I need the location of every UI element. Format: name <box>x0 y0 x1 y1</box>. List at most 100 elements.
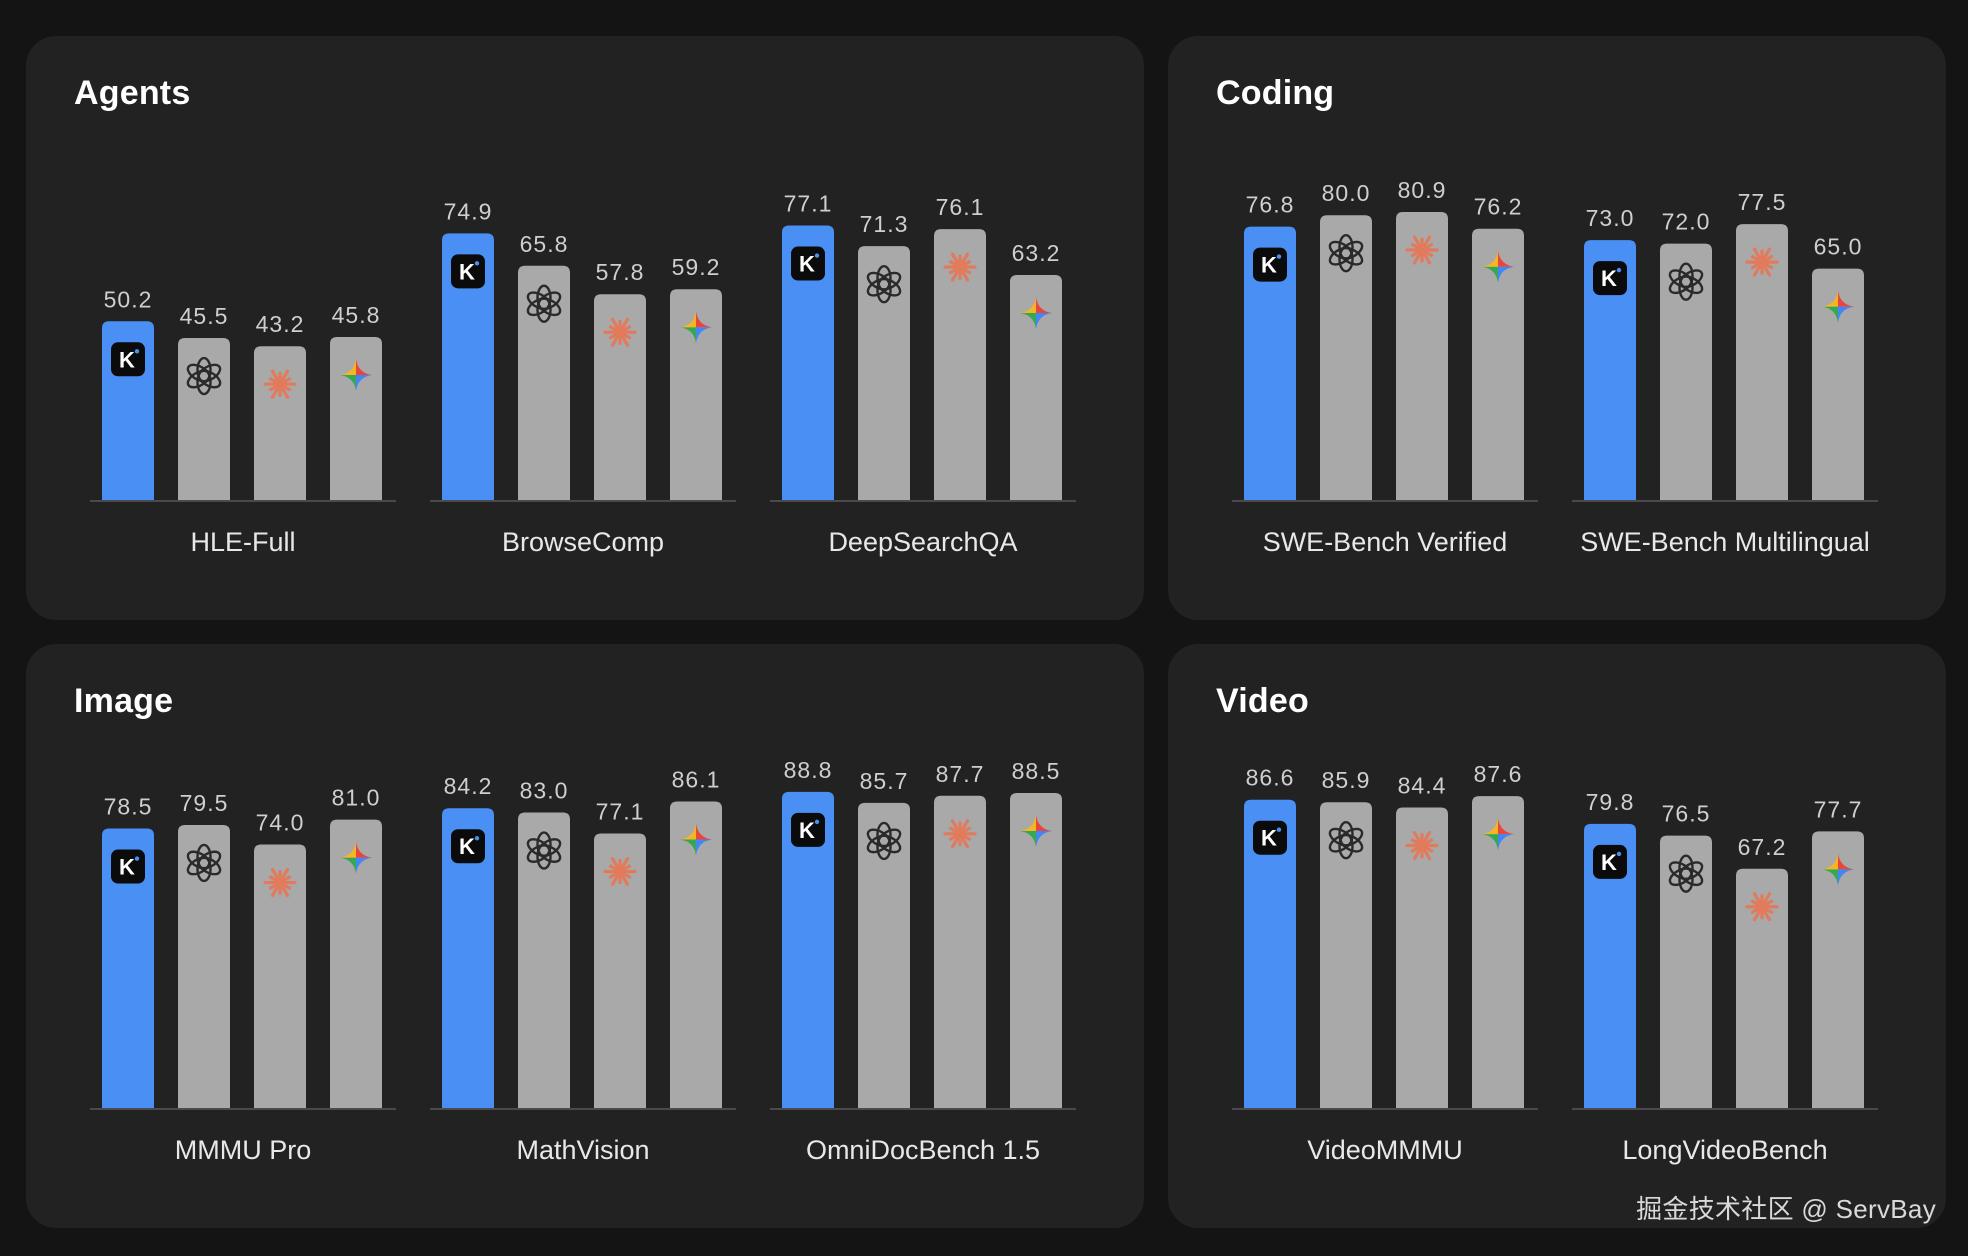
kimi-icon: K <box>1253 820 1287 855</box>
panel-title-agents: Agents <box>74 74 191 112</box>
bar <box>178 824 230 1108</box>
gemini-icon <box>1020 814 1052 847</box>
bar <box>254 844 306 1108</box>
bar-group: 76.8 K 80.0 80.9 76.2 SWE-Bench Verified <box>1232 177 1538 557</box>
bar <box>1736 224 1788 500</box>
kimi-icon: K <box>1593 844 1627 879</box>
bar <box>1812 268 1864 500</box>
openai-icon <box>1328 820 1364 860</box>
bar <box>442 808 494 1108</box>
bar <box>1396 807 1448 1108</box>
svg-text:K: K <box>799 818 815 843</box>
bar <box>1660 243 1712 500</box>
value-label: 76.1 <box>936 194 985 220</box>
category-label: DeepSearchQA <box>828 527 1017 557</box>
bar <box>1584 823 1636 1108</box>
value-label: 73.0 <box>1586 205 1635 231</box>
value-label: 79.8 <box>1586 789 1635 815</box>
value-label: 85.7 <box>860 768 909 794</box>
kimi-icon: K <box>1253 247 1287 282</box>
claude-icon <box>603 317 637 347</box>
bar <box>1812 831 1864 1108</box>
kimi-icon: K <box>1593 261 1627 296</box>
bar <box>670 289 722 500</box>
category-label: OmniDocBench 1.5 <box>806 1135 1040 1165</box>
gemini-icon <box>1822 290 1854 323</box>
bar <box>1584 240 1636 500</box>
value-label: 77.1 <box>784 191 833 217</box>
svg-text:K: K <box>1261 826 1277 851</box>
bar-group: 86.6 K 85.9 84.4 87.6 VideoMMMU <box>1232 761 1538 1165</box>
agents-panel: Agents 50.2 K 45.5 43.2 45.8 HLE-Full 74.9 K 65.… <box>26 36 1144 620</box>
bar <box>442 233 494 500</box>
bar-group: 50.2 K 45.5 43.2 45.8 HLE-Full <box>90 286 396 557</box>
bar <box>330 336 382 500</box>
bar <box>1320 215 1372 500</box>
gemini-icon <box>680 311 712 344</box>
value-label: 85.9 <box>1322 767 1371 793</box>
bar <box>858 246 910 500</box>
claude-icon <box>1745 247 1779 277</box>
value-label: 57.8 <box>596 259 645 285</box>
bar <box>1244 226 1296 501</box>
bar <box>594 294 646 500</box>
video-panel: Video 86.6 K 85.9 84.4 87.6 VideoMMMU 79.8 K 76.… <box>1168 644 1946 1228</box>
value-label: 88.5 <box>1012 758 1061 784</box>
openai-icon <box>186 356 222 396</box>
bar <box>1660 835 1712 1108</box>
value-label: 76.5 <box>1662 801 1711 827</box>
bar <box>934 229 986 501</box>
kimi-icon: K <box>791 246 825 281</box>
svg-text:K: K <box>119 347 135 372</box>
value-label: 45.5 <box>180 303 229 329</box>
value-label: 43.2 <box>256 311 305 337</box>
panel-title-coding: Coding <box>1216 74 1335 112</box>
category-label: VideoMMMU <box>1307 1135 1463 1165</box>
claude-icon <box>263 867 297 898</box>
claude-icon <box>603 856 637 887</box>
gemini-icon <box>340 358 372 391</box>
bar <box>178 338 230 500</box>
svg-text:K: K <box>1261 253 1277 278</box>
kimi-icon: K <box>451 829 485 864</box>
bar-group: 74.9 K 65.8 57.8 59.2 BrowseComp <box>430 198 736 557</box>
value-label: 83.0 <box>520 778 569 804</box>
value-label: 76.8 <box>1246 192 1295 218</box>
value-label: 50.2 <box>104 286 153 312</box>
bar-group: 77.1 K 71.3 76.1 63.2 DeepSearchQA <box>770 191 1076 557</box>
value-label: 65.0 <box>1814 234 1863 260</box>
category-label: HLE-Full <box>190 527 295 557</box>
panel-title-video: Video <box>1216 682 1309 720</box>
svg-text:K: K <box>1601 850 1617 875</box>
claude-icon <box>943 819 977 849</box>
value-label: 86.6 <box>1246 765 1295 791</box>
bar <box>782 791 834 1108</box>
bar-group: 79.8 K 76.5 67.2 77.7 LongVideoBench <box>1572 789 1878 1165</box>
svg-text:K: K <box>799 252 815 277</box>
bar <box>254 346 306 500</box>
openai-icon <box>866 264 902 304</box>
bar-group: 84.2 K 83.0 77.1 86.1 MathVision <box>430 766 736 1165</box>
value-label: 76.2 <box>1474 194 1523 220</box>
gemini-icon <box>340 841 372 874</box>
category-label: BrowseComp <box>502 527 664 557</box>
value-label: 88.8 <box>784 757 833 783</box>
kimi-icon: K <box>451 254 485 289</box>
svg-text:K: K <box>1601 266 1617 291</box>
value-label: 77.7 <box>1814 796 1863 822</box>
value-label: 81.0 <box>332 785 381 811</box>
value-label: 59.2 <box>672 254 721 280</box>
value-label: 80.0 <box>1322 180 1371 206</box>
claude-icon <box>1405 830 1439 861</box>
kimi-icon: K <box>111 849 145 884</box>
gemini-icon <box>1020 297 1052 330</box>
value-label: 77.1 <box>596 799 645 825</box>
agents-chart: 50.2 K 45.5 43.2 45.8 HLE-Full 74.9 K 65.8 57.8 59… <box>90 191 1076 557</box>
bar <box>1472 228 1524 500</box>
bar <box>518 812 570 1108</box>
category-label: MMMU Pro <box>175 1135 312 1165</box>
gemini-icon <box>1482 818 1514 851</box>
claude-icon <box>943 252 977 282</box>
bar <box>1244 799 1296 1108</box>
